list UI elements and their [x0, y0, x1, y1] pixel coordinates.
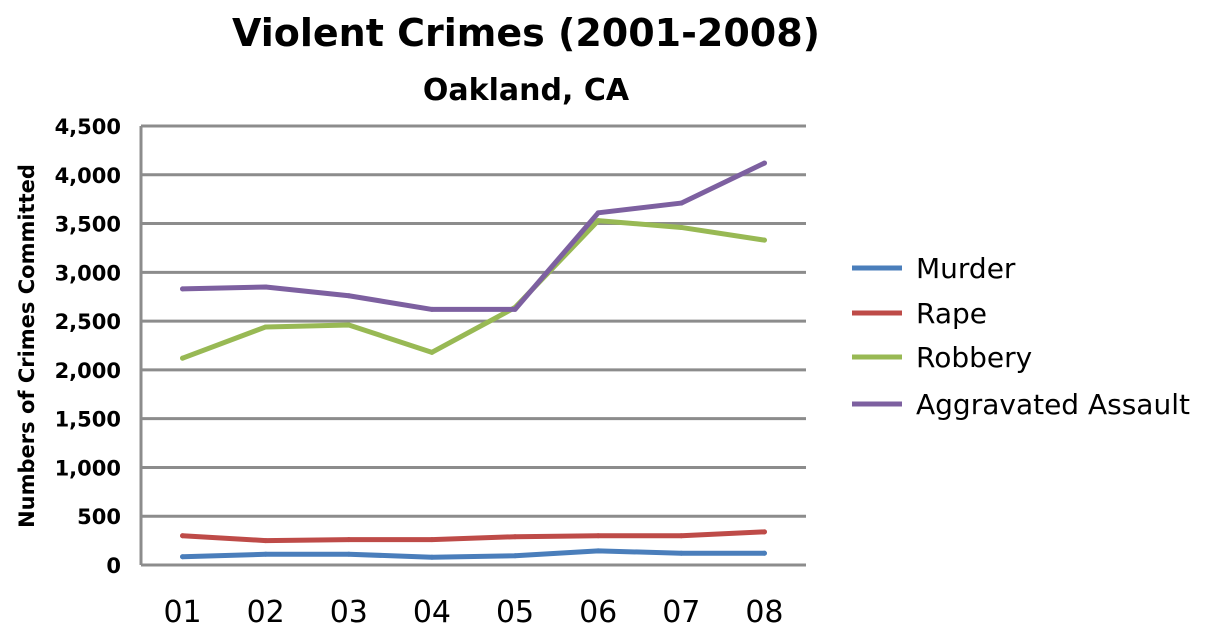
y-axis-label: Numbers of Crimes Committed [15, 164, 39, 528]
data-point-robbery [346, 322, 352, 328]
y-tick-label: 4,000 [55, 164, 121, 188]
series-line-robbery [180, 218, 767, 361]
legend-label: Rape [916, 297, 987, 330]
y-tick-label: 1,500 [55, 408, 121, 432]
data-point-aggravated-assault [678, 200, 684, 206]
x-tick-label: 06 [579, 595, 617, 629]
data-point-aggravated-assault [346, 293, 352, 299]
data-point-rape [180, 533, 186, 539]
data-point-aggravated-assault [180, 286, 186, 292]
data-point-robbery [595, 218, 601, 224]
data-point-aggravated-assault [595, 210, 601, 216]
series-line-murder [180, 548, 767, 560]
legend-label: Robbery [916, 341, 1032, 374]
data-point-murder [761, 550, 767, 556]
y-tick-label: 3,500 [55, 213, 121, 237]
y-tick-label: 0 [106, 554, 121, 578]
legend-item-robbery: Robbery [852, 341, 1032, 374]
legend-label: Murder [916, 252, 1016, 285]
y-tick-label: 1,000 [55, 456, 121, 480]
y-tick-label: 500 [77, 505, 121, 529]
data-point-murder [512, 553, 518, 559]
x-tick-label: 05 [496, 595, 534, 629]
data-point-aggravated-assault [263, 284, 269, 290]
x-tick-label: 04 [413, 595, 451, 629]
series-lines [180, 160, 767, 560]
data-point-rape [678, 533, 684, 539]
data-point-murder [346, 551, 352, 557]
x-tick-label: 01 [163, 595, 201, 629]
y-tick-label: 2,000 [55, 359, 121, 383]
series-line-rape [180, 529, 767, 544]
y-tick-label: 3,000 [55, 261, 121, 285]
y-tick-label: 4,500 [55, 115, 121, 139]
data-point-robbery [761, 237, 767, 243]
gridlines [139, 124, 806, 567]
data-point-rape [761, 529, 767, 535]
data-point-aggravated-assault [512, 306, 518, 312]
data-point-murder [180, 554, 186, 560]
x-tick-label: 08 [745, 595, 783, 629]
chart-title: Violent Crimes (2001-2008) [232, 11, 820, 55]
data-point-murder [678, 550, 684, 556]
data-point-murder [429, 554, 435, 560]
chart-subtitle: Oakland, CA [423, 73, 630, 108]
series-line-aggravated-assault [180, 160, 767, 312]
data-point-aggravated-assault [761, 160, 767, 166]
x-tick-label: 03 [330, 595, 368, 629]
data-point-murder [263, 551, 269, 557]
x-tick-label: 02 [247, 595, 285, 629]
data-point-robbery [263, 324, 269, 330]
data-point-rape [429, 537, 435, 543]
data-point-rape [263, 538, 269, 544]
data-point-robbery [180, 355, 186, 361]
data-point-robbery [678, 224, 684, 230]
data-point-rape [512, 534, 518, 540]
legend-item-rape: Rape [852, 297, 987, 330]
legend-item-murder: Murder [852, 252, 1016, 285]
data-point-aggravated-assault [429, 306, 435, 312]
x-tick-label: 07 [662, 595, 700, 629]
legend-item-aggravated-assault: Aggravated Assault [852, 388, 1190, 421]
x-tick-labels: 01 02 03 04 05 06 07 08 [163, 595, 783, 629]
data-point-rape [595, 533, 601, 539]
legend-label: Aggravated Assault [916, 388, 1190, 421]
y-tick-label: 2,500 [55, 310, 121, 334]
data-point-rape [346, 537, 352, 543]
data-point-murder [595, 548, 601, 554]
y-tick-labels: 0 500 1,000 1,500 2,000 2,500 3,000 3,500 4,000 4… [55, 115, 121, 578]
legend: Murder Rape Robbery Aggravated Assault [852, 252, 1190, 421]
data-point-robbery [429, 349, 435, 355]
